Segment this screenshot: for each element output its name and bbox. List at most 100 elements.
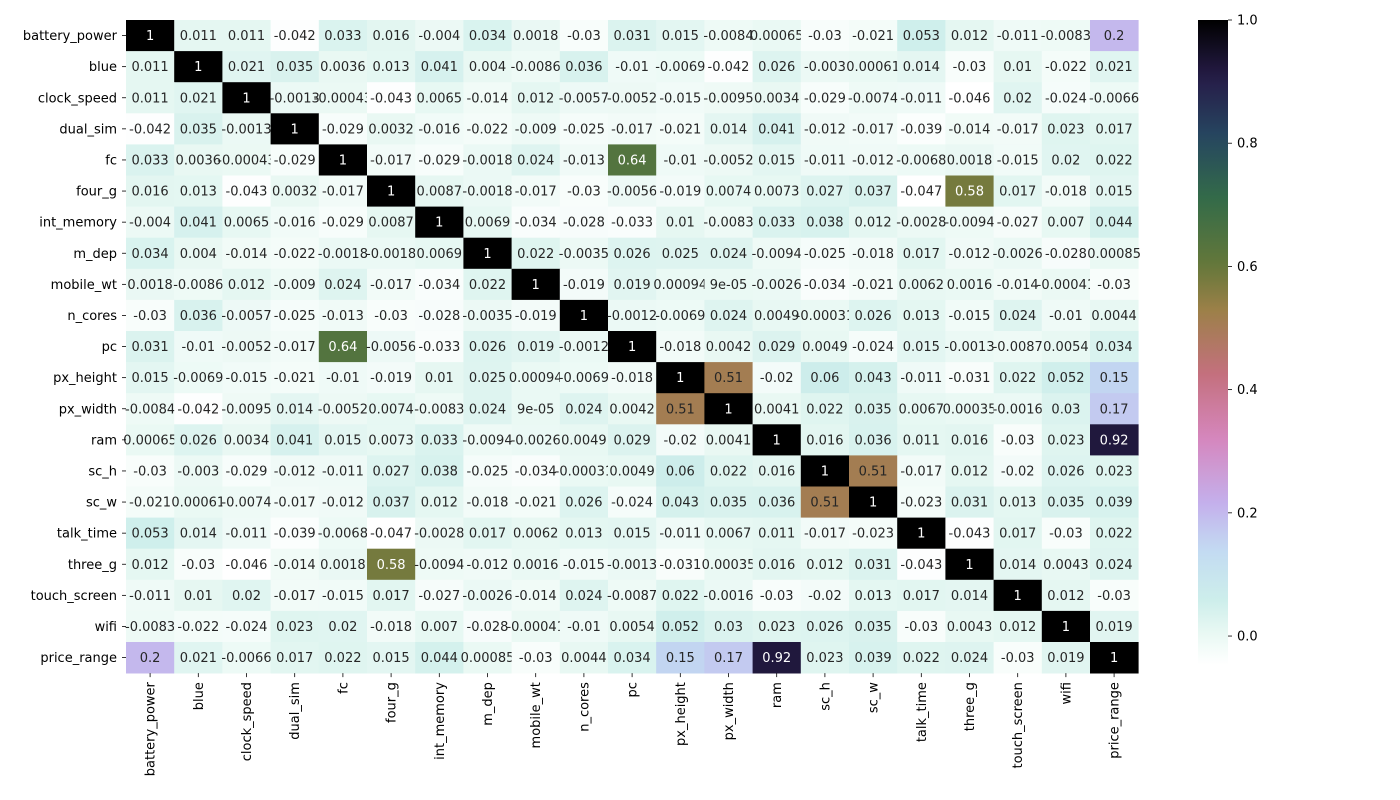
heatmap-cell-clock_speed-clock_speed [222, 82, 271, 114]
cell-value-label: 1 [724, 402, 732, 417]
heatmap-cell-pc-mobile_wt [511, 331, 561, 363]
cell-value-label: -0.0035 [559, 247, 609, 262]
cell-value-label: -0.0066 [1089, 91, 1139, 106]
cell-value-label: -0.017 [804, 527, 846, 542]
cell-value-label: 0.022 [469, 278, 506, 293]
cell-value-label: -0.0057 [559, 91, 609, 106]
heatmap-cell-m_dep-four_g [367, 237, 416, 270]
cell-value-label: 0.024 [565, 589, 602, 604]
heatmap-cell-mobile_wt-three_g [945, 268, 994, 301]
cell-value-label: 0.024 [951, 651, 988, 666]
cell-value-label: -0.0026 [462, 589, 512, 604]
heatmap-cell-n_cores-fc [318, 299, 368, 332]
cell-value-label: 0.022 [517, 247, 554, 262]
heatmap-cell-wifi-sc_h [800, 610, 850, 643]
heatmap-cell-px_width-sc_h [800, 393, 850, 425]
heatmap-cell-touch_screen-clock_speed [222, 579, 271, 612]
cell-value-label: -0.0013 [270, 91, 320, 106]
heatmap-cell-int_memory-blue [174, 206, 223, 239]
cell-value-label: 0.58 [377, 558, 406, 573]
cell-value-label: -0.0056 [607, 185, 657, 200]
heatmap-cell-sc_w-sc_w [849, 486, 898, 518]
heatmap-cell-price_range-blue [174, 642, 223, 674]
cell-value-label: -0.00041 [506, 620, 564, 635]
cell-value-label: 0.037 [372, 496, 409, 511]
y-tick-label: pc [102, 340, 117, 355]
cell-value-label: -0.046 [226, 558, 268, 573]
heatmap-cell-sc_h-wifi [1041, 455, 1091, 487]
heatmap-cell-pc-dual_sim [270, 331, 320, 363]
cell-value-label: 0.0016 [513, 558, 559, 573]
cell-value-label: -0.0086 [511, 60, 561, 75]
heatmap-cell-px_width-pc [608, 393, 657, 425]
cell-value-label: -0.042 [129, 122, 171, 137]
heatmap-cell-price_range-four_g [367, 642, 416, 674]
heatmap-cell-blue-m_dep [463, 51, 512, 83]
heatmap-cell-wifi-px_width [704, 610, 753, 643]
cell-value-label: -0.042 [177, 402, 219, 417]
heatmap-cell-dual_sim-wifi [1041, 113, 1091, 145]
cell-value-label: 0.023 [758, 620, 795, 635]
x-tick-label: price_range [1108, 682, 1123, 759]
heatmap-cell-px_width-touch_screen [993, 393, 1043, 425]
cell-value-label: 0.035 [276, 60, 313, 75]
heatmap-cell-px_height-m_dep [463, 362, 512, 394]
cell-value-label: 0.013 [999, 496, 1036, 511]
cell-value-label: 0.0049 [561, 433, 607, 448]
cell-value-label: -0.017 [611, 122, 653, 137]
heatmap-cell-wifi-wifi [1041, 610, 1091, 643]
cell-value-label: -0.01 [615, 60, 649, 75]
cell-value-label: -0.03 [808, 29, 842, 44]
heatmap-cell-fc-sc_w [849, 144, 898, 176]
cell-value-label: 0.02 [232, 589, 261, 604]
heatmap-cell-sc_h-sc_w [849, 455, 898, 487]
heatmap-cell-m_dep-wifi [1041, 237, 1091, 270]
heatmap-cell-sc_w-blue [174, 486, 223, 518]
heatmap-cell-wifi-n_cores [559, 610, 609, 643]
heatmap-cell-price_range-three_g [945, 642, 994, 674]
cell-value-label: 0.037 [854, 185, 891, 200]
cell-value-label: -0.0083 [1041, 29, 1091, 44]
heatmap-cell-dual_sim-talk_time [897, 113, 946, 145]
y-tick-label: px_width [59, 402, 117, 417]
cell-value-label: 0.022 [662, 589, 699, 604]
cell-value-label: 0.007 [421, 620, 458, 635]
cell-value-label: 0.012 [806, 558, 843, 573]
cell-value-label: 0.0043 [947, 620, 993, 635]
y-tick-label: px_height [53, 371, 117, 386]
cell-value-label: -0.0069 [655, 60, 705, 75]
cell-value-label: -0.0018 [318, 247, 368, 262]
heatmap-cell-touch_screen-px_height [656, 579, 705, 612]
heatmap-cell-clock_speed-three_g [945, 82, 994, 114]
heatmap-cell-fc-price_range [1090, 144, 1139, 176]
cell-value-label: -0.017 [997, 122, 1039, 137]
cell-value-label: 0.031 [613, 29, 650, 44]
x-tick-label: blue [192, 682, 207, 710]
cell-value-label: -0.015 [322, 589, 364, 604]
cell-value-label: 0.017 [999, 185, 1036, 200]
heatmap-cell-talk_time-sc_w [849, 517, 898, 550]
colorbar-tick-label: 0.6 [1237, 260, 1258, 275]
heatmap-cell-price_range-touch_screen [993, 642, 1043, 674]
heatmap-cell-n_cores-battery_power [126, 299, 175, 332]
cell-value-label: 0.2 [1104, 29, 1125, 44]
cell-value-label: -0.015 [659, 91, 701, 106]
heatmap-cell-touch_screen-sc_h [800, 579, 850, 612]
x-tick-label: talk_time [915, 682, 930, 742]
heatmap-cell-n_cores-px_width [704, 299, 753, 332]
y-tick-label: touch_screen [31, 589, 117, 604]
cell-value-label: 0.039 [1095, 496, 1132, 511]
heatmap-cell-sc_h-clock_speed [222, 455, 271, 487]
cell-value-label: 1 [242, 91, 250, 106]
cell-value-label: -0.046 [949, 91, 991, 106]
cell-value-label: -0.0026 [993, 247, 1043, 262]
heatmap-cell-pc-px_width [704, 331, 753, 363]
cell-value-label: -0.022 [467, 122, 509, 137]
cell-value-label: -0.0018 [462, 185, 512, 200]
heatmap-cell-ram-px_height [656, 424, 705, 456]
heatmap-cell-m_dep-pc [608, 237, 657, 270]
heatmap-cell-three_g-wifi [1041, 548, 1091, 581]
cell-value-label: -0.015 [997, 153, 1039, 168]
heatmap-cell-mobile_wt-px_width [704, 268, 753, 301]
